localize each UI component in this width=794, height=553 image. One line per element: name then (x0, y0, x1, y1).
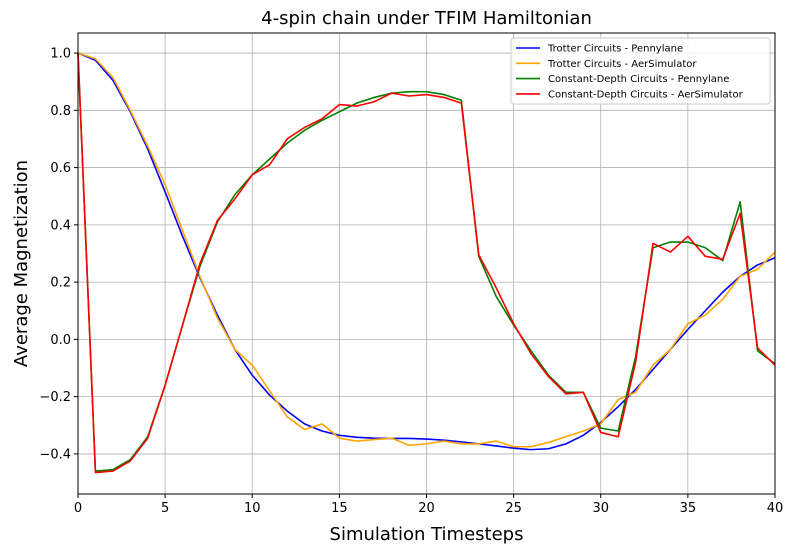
legend-label-3: Constant-Depth Circuits - Pennylane (548, 74, 729, 85)
x-tick-label: 30 (592, 501, 609, 516)
y-tick-label: 1.0 (50, 47, 71, 62)
x-axis-ticks: 0 5 10 15 20 25 30 35 40 (74, 494, 783, 516)
x-tick-label: 25 (505, 501, 522, 516)
y-tick-label: 0.6 (50, 161, 71, 176)
x-tick-label: 40 (767, 501, 784, 516)
series-line-1 (77, 52, 776, 451)
series-lines (77, 52, 776, 474)
x-tick-label: 20 (418, 501, 435, 516)
y-tick-label: 0.4 (50, 218, 71, 233)
series-line-4 (77, 53, 776, 474)
y-tick-label: −0.2 (39, 390, 71, 405)
y-tick-label: 0.0 (50, 333, 71, 348)
y-tick-label: −0.4 (39, 447, 71, 462)
x-tick-label: 35 (680, 501, 697, 516)
x-tick-label: 0 (74, 501, 82, 516)
legend-label-4: Constant-Depth Circuits - AerSimulator (548, 89, 744, 100)
chart-title: 4-spin chain under TFIM Hamiltonian (261, 8, 592, 29)
y-axis-label: Average Magnetization (11, 160, 32, 367)
x-tick-label: 5 (161, 501, 169, 516)
y-tick-label: 0.8 (50, 104, 71, 119)
y-axis-ticks: −0.4 −0.2 0.0 0.2 0.4 0.6 0.8 1.0 (39, 47, 78, 462)
legend-box (510, 37, 771, 105)
y-tick-label: 0.2 (50, 276, 71, 291)
x-tick-label: 10 (244, 501, 261, 516)
grid-lines (77, 33, 776, 494)
legend: Trotter Circuits - Pennylane Trotter Circ… (510, 37, 771, 105)
x-axis-label: Simulation Timesteps (330, 524, 524, 545)
x-tick-label: 15 (331, 501, 348, 516)
series-line-2 (77, 52, 776, 448)
legend-label-2: Trotter Circuits - AerSimulator (547, 59, 697, 70)
legend-label-1: Trotter Circuits - Pennylane (547, 44, 683, 55)
